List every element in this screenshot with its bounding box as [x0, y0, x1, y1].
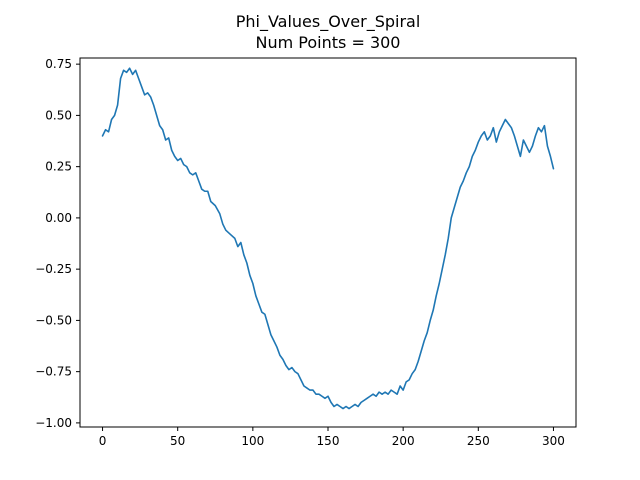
y-tick-label: 0.00: [45, 211, 72, 225]
x-axis: 0 50 100 150 200 250 300: [99, 427, 565, 448]
axes-frame: [79, 57, 577, 428]
x-tick-label: 300: [542, 434, 565, 448]
y-tick-label: 0.50: [45, 108, 72, 122]
y-tick-label: 0.75: [45, 57, 72, 71]
y-tick-label: 0.25: [45, 160, 72, 174]
y-tick-label: −0.25: [35, 262, 72, 276]
y-tick-label: −1.00: [35, 416, 72, 430]
chart-title: Phi_Values_Over_Spiral: [236, 12, 421, 32]
x-tick-label: 200: [392, 434, 415, 448]
x-tick-label: 250: [467, 434, 490, 448]
y-tick-label: −0.50: [35, 313, 72, 327]
y-axis: −1.00 −0.75 −0.50 −0.25 0.00 0.25 0.50 0.75: [35, 57, 80, 430]
series-line: [101, 67, 555, 410]
x-tick-label: 150: [317, 434, 340, 448]
x-tick-label: 0: [99, 434, 107, 448]
chart-subtitle: Num Points = 300: [256, 33, 401, 52]
x-tick-label: 100: [241, 434, 264, 448]
y-tick-label: −0.75: [35, 365, 72, 379]
x-tick-label: 50: [170, 434, 185, 448]
